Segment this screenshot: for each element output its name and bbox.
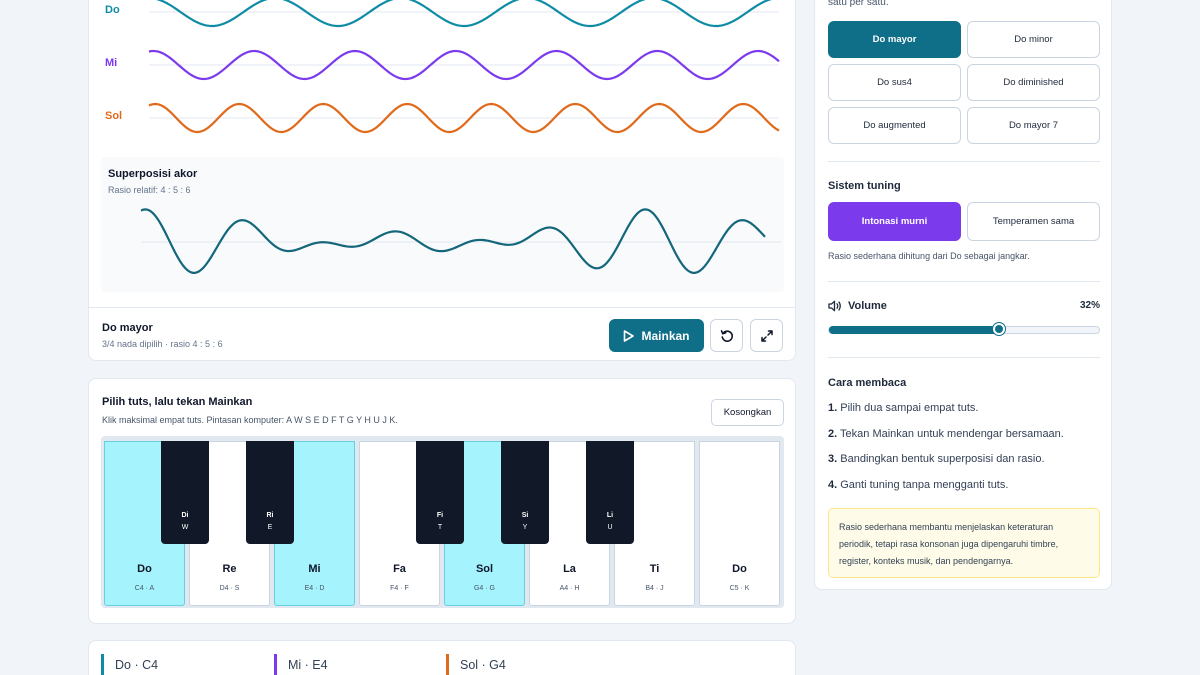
step-text: Ganti tuning tanpa mengganti tuts. [840, 478, 1009, 491]
note-tag: Mi · E4 [274, 654, 328, 675]
black-key[interactable]: Ri E [246, 441, 294, 544]
play-label: Mainkan [641, 328, 690, 343]
note-tag: Sol · G4 [446, 654, 506, 675]
piano-subtitle: Klik maksimal empat tuts. Pintasan kompu… [102, 415, 398, 425]
selected-notes-panel: Do · C4 Mi · E4 Sol · G4 [88, 640, 796, 675]
key-shortcut: T [437, 524, 443, 531]
info-note: Rasio sederhana membantu menjelaskan ket… [828, 508, 1100, 578]
current-chord-name: Do mayor [102, 322, 153, 334]
key-shortcut: D4 · S [219, 585, 240, 592]
chord-option[interactable]: Do mayor [828, 21, 961, 58]
volume-row: Volume 32% [828, 300, 1100, 312]
chord-option[interactable]: Do minor [967, 21, 1100, 58]
list-item: 4. Ganti tuning tanpa mengganti tuts. [828, 479, 1064, 505]
piano-keyboard: Do C4 · A Re D4 · S Mi E4 · D Fa F4 · F Sol G… [101, 436, 784, 608]
key-name: Li [606, 512, 614, 519]
steps-list: 1. Pilih dua sampai empat tuts. 2. Tekan… [828, 402, 1064, 504]
key-name: Sol [475, 563, 494, 575]
tuning-option[interactable]: Intonasi murni [828, 202, 961, 241]
play-button[interactable]: Mainkan [609, 319, 704, 352]
key-shortcut: C5 · K [729, 585, 750, 592]
piano-title: Pilih tuts, lalu tekan Mainkan [102, 396, 253, 408]
key-shortcut: C4 · A [134, 585, 155, 592]
wave-label-do: Do [105, 4, 120, 16]
wave-do [149, 0, 779, 28]
white-key[interactable]: Do C5 · K [699, 441, 780, 606]
divider [89, 307, 795, 308]
key-name: Re [222, 563, 237, 575]
list-item: 1. Pilih dua sampai empat tuts. [828, 402, 1064, 428]
chord-option[interactable]: Do mayor 7 [967, 107, 1100, 144]
current-chord-info: 3/4 nada dipilih · rasio 4 : 5 : 6 [102, 339, 223, 349]
settings-panel: satu per satu. Do mayor Do minor Do sus4… [814, 0, 1112, 590]
key-shortcut: U [607, 524, 613, 531]
key-name: Fi [436, 512, 444, 519]
step-number: 3. [828, 453, 838, 465]
list-item: 2. Tekan Mainkan untuk mendengar bersama… [828, 428, 1064, 454]
reset-icon [720, 329, 733, 342]
step-text: Bandingkan bentuk superposisi dan rasio. [840, 453, 1045, 465]
superposition-title: Superposisi akor [108, 168, 198, 180]
superposition-wave [140, 208, 781, 274]
black-key[interactable]: Li U [586, 441, 634, 544]
piano-panel: Pilih tuts, lalu tekan Mainkan Klik maks… [88, 378, 796, 624]
superposition-panel: Superposisi akor Rasio relatif: 4 : 5 : … [101, 157, 784, 292]
expand-icon [760, 329, 773, 342]
key-shortcut: E [267, 524, 273, 531]
key-name: Si [521, 512, 529, 519]
wave-label-mi: Mi [105, 57, 118, 69]
key-name: Ti [649, 563, 660, 575]
key-name: Do [732, 563, 747, 575]
key-name: La [563, 563, 576, 575]
step-text: Pilih dua sampai empat tuts. [840, 402, 979, 414]
wave-sol [148, 102, 780, 134]
wave-label-sol: Sol [105, 110, 123, 122]
wave-mi [148, 49, 780, 81]
how-to-read-title: Cara membaca [828, 377, 907, 389]
tuning-title: Sistem tuning [828, 180, 901, 192]
key-shortcut: F4 · F [390, 585, 409, 592]
divider [828, 161, 1100, 162]
volume-icon [828, 300, 841, 312]
key-shortcut: W [181, 524, 189, 531]
key-shortcut: A4 · H [559, 585, 580, 592]
fullscreen-button[interactable] [750, 319, 783, 352]
key-name: Fa [393, 563, 406, 575]
key-shortcut: Y [522, 524, 528, 531]
divider [828, 281, 1100, 282]
black-key[interactable]: Di W [161, 441, 209, 544]
superposition-ratio: Rasio relatif: 4 : 5 : 6 [108, 185, 191, 195]
volume-value: 32% [1079, 300, 1100, 311]
tuning-option[interactable]: Temperamen sama [967, 202, 1100, 241]
reset-button[interactable] [710, 319, 743, 352]
helper-text: satu per satu. [828, 0, 889, 8]
clear-button[interactable]: Kosongkan [711, 399, 784, 426]
step-number: 1. [828, 402, 838, 414]
volume-slider[interactable] [828, 323, 1100, 335]
black-key[interactable]: Fi T [416, 441, 464, 544]
divider [828, 357, 1100, 358]
chord-option[interactable]: Do sus4 [828, 64, 961, 101]
volume-slider-fill [829, 326, 999, 334]
key-shortcut: E4 · D [304, 585, 325, 592]
volume-slider-thumb[interactable] [993, 323, 1005, 335]
key-name: Di [181, 512, 189, 519]
key-shortcut: B4 · J [645, 585, 664, 592]
key-name: Ri [266, 512, 274, 519]
note-tag: Do · C4 [101, 654, 158, 675]
tuning-note: Rasio sederhana dihitung dari Do sebagai… [828, 251, 1030, 261]
step-number: 2. [828, 427, 838, 440]
chord-option[interactable]: Do diminished [967, 64, 1100, 101]
black-key[interactable]: Si Y [501, 441, 549, 544]
list-item: 3. Bandingkan bentuk superposisi dan ras… [828, 453, 1064, 479]
step-text: Tekan Mainkan untuk mendengar bersamaan. [840, 427, 1064, 440]
chord-option[interactable]: Do augmented [828, 107, 961, 144]
key-name: Do [137, 563, 152, 575]
key-name: Mi [308, 563, 321, 575]
play-icon [624, 329, 635, 342]
volume-label: Volume [848, 300, 887, 312]
waveform-panel: Do Mi Sol Superposisi akor Rasio relatif… [88, 0, 796, 361]
step-number: 4. [828, 478, 838, 491]
key-shortcut: G4 · G [473, 585, 495, 592]
